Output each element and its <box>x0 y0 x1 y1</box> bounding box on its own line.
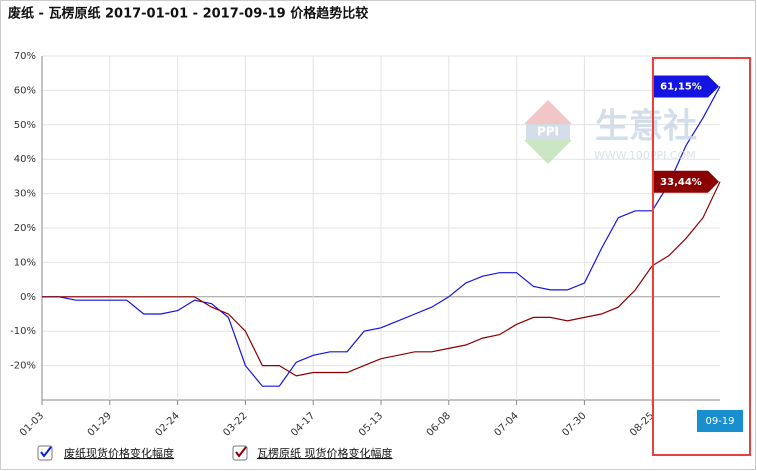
legend-check <box>235 446 247 458</box>
value-label: 61,15% <box>660 81 702 92</box>
y-tick-label: 70% <box>14 51 36 62</box>
legend-label[interactable]: 瓦楞原纸 现货价格变化幅度 <box>257 446 393 460</box>
y-tick-label: -20% <box>10 361 36 372</box>
legend-label[interactable]: 废纸现货价格变化幅度 <box>64 446 174 460</box>
y-tick-label: 40% <box>14 154 36 165</box>
legend-check <box>40 446 52 458</box>
value-label: 33,44% <box>660 177 702 188</box>
y-tick-label: 20% <box>14 223 36 234</box>
highlight-box <box>652 57 751 456</box>
value-label-box <box>654 75 719 98</box>
watermark-logo: PPI <box>537 125 559 139</box>
y-tick-label: 30% <box>14 189 36 200</box>
series-line <box>42 86 721 387</box>
chart-title: 废纸 - 瓦楞原纸 2017-01-01 - 2017-09-19 价格趋势比较 <box>8 6 368 22</box>
x-tick-highlight <box>697 410 743 432</box>
y-tick-label: 60% <box>14 85 36 96</box>
series-line <box>42 181 721 377</box>
y-tick-label: 0% <box>20 292 36 303</box>
watermark-url: WWW.100PPI.COM <box>594 149 696 162</box>
y-tick-label: 10% <box>14 257 36 268</box>
y-tick-label: 50% <box>14 120 36 131</box>
watermark-name: 生意社 <box>595 107 697 147</box>
value-label-box <box>654 170 719 193</box>
watermark: PPI 生意社 WWW.100PPI.COM <box>524 100 697 164</box>
y-tick-label: -10% <box>10 326 36 337</box>
x-tick-label: 09-19 <box>705 416 734 427</box>
